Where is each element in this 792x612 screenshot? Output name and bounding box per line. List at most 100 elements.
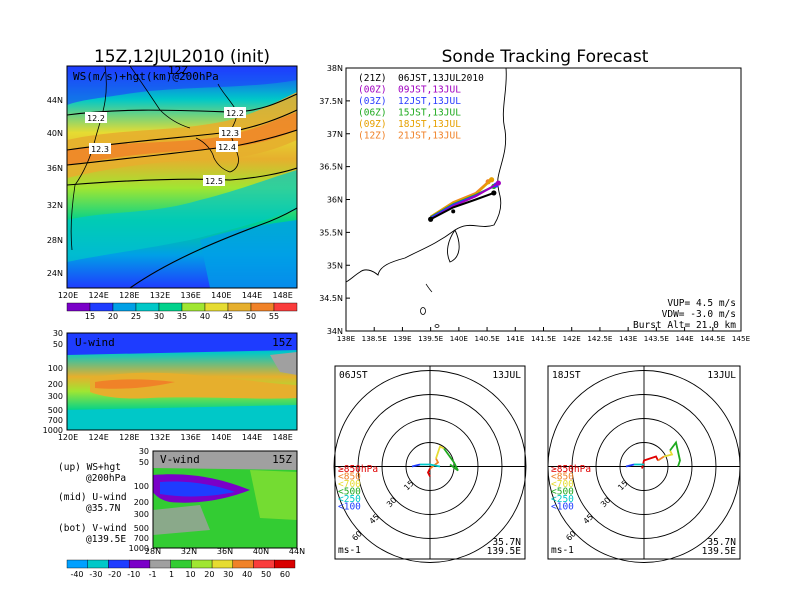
hodograph-date: 13JUL — [492, 370, 521, 381]
colorbar-swatch — [191, 559, 213, 569]
tracking-y-tick: 35.5N — [319, 228, 343, 237]
colorbar-swatch — [181, 302, 206, 312]
param-vup: VUP= 4.5 m/s — [667, 298, 736, 309]
u-y-tick: 30 — [53, 329, 63, 338]
map-y-tick: 24N — [47, 269, 63, 278]
legend-time: 21JST,13JUL — [398, 131, 461, 142]
note-line: (mid) U-wind — [58, 492, 127, 503]
colorbar-swatch — [170, 559, 192, 569]
tracking-x-tick: 144.5E — [700, 334, 726, 343]
colorbar-swatch — [66, 559, 88, 569]
legend-time: 09JST,13JUL — [398, 85, 461, 96]
hodograph-trace — [411, 463, 421, 468]
colorbar-label: -40 — [70, 570, 83, 579]
map-y-ticks: 44N 40N 36N 32N 28N 24N — [47, 96, 63, 278]
v-x-tick: 28N — [145, 547, 161, 556]
colorbar-label: 20 — [204, 570, 214, 579]
tracking-x-tick: 142.5E — [587, 334, 613, 343]
colorbar-label: 55 — [269, 312, 279, 321]
v-x-tick: 44N — [289, 547, 305, 556]
hodograph-trace — [426, 468, 431, 477]
colorbar-label: 15 — [85, 312, 95, 321]
u-x-tick: 148E — [273, 433, 293, 442]
map-x-ticks: 120E 124E 128E 132E 136E 140E 144E 148E — [58, 291, 293, 300]
colorbar-swatch — [128, 559, 151, 569]
colorbar-label: 30 — [154, 312, 164, 321]
tracking-y-tick: 34.5N — [319, 294, 343, 303]
note-line: (bot) V-wind — [58, 523, 127, 534]
track-end-point — [491, 190, 497, 196]
u-y-tick: 50 — [53, 340, 63, 349]
v-x-ticks: 28N 32N 36N 40N 44N — [145, 547, 305, 556]
tracking-x-tick: 139.5E — [418, 334, 444, 343]
map-overlay-label: 12Z — [168, 64, 188, 77]
colorbar-swatch — [253, 559, 275, 569]
wind-speed-colorbar: 15 20 25 30 35 40 45 50 55 — [66, 302, 298, 321]
map-y-tick: 28N — [47, 236, 63, 245]
tracking-y-ticks: 38N 37.5N 37N 36.5N 36N 35.5N 35N 34.5N 34N — [319, 64, 350, 336]
map-x-tick: 124E — [89, 291, 109, 300]
colorbar-swatch — [274, 559, 296, 569]
level-legend: <700 — [338, 479, 361, 490]
v-wind-section: V-wind 15Z — [152, 450, 298, 549]
u-x-tick: 136E — [181, 433, 201, 442]
note-line: @139.5E — [86, 534, 126, 545]
map-y-tick: 40N — [47, 129, 63, 138]
map-x-tick: 148E — [273, 291, 293, 300]
map-x-tick: 128E — [119, 291, 139, 300]
hodograph-lat: 35.7N — [492, 537, 521, 548]
hodograph-trace — [443, 447, 459, 472]
tracking-map — [345, 67, 742, 332]
tracking-x-tick: 143E — [619, 334, 638, 343]
tracking-x-tick: 142E — [563, 334, 582, 343]
tracking-x-tick: 141E — [506, 334, 525, 343]
colorbar-label: 1 — [169, 570, 174, 579]
v-y-tick: 300 — [134, 510, 149, 519]
colorbar-swatch — [108, 559, 130, 569]
map-x-tick: 120E — [58, 291, 78, 300]
tracking-x-tick: 143.5E — [644, 334, 670, 343]
tracking-x-tick: 139E — [393, 334, 412, 343]
colorbar-label: 50 — [246, 312, 256, 321]
tracking-x-tick: 138.5E — [362, 334, 388, 343]
tracking-x-tick: 140.5E — [475, 334, 501, 343]
wind-speed-map: 12.2 12.2 12.3 12.3 12.4 12.5 WS(m/s)+hg… — [66, 64, 298, 289]
hodograph-lat: 35.7N — [707, 537, 736, 548]
u-x-tick: 120E — [58, 433, 78, 442]
legend-zulu: (03Z) — [358, 96, 387, 107]
param-burst: Burst Alt= 21.0 km — [633, 320, 736, 331]
contour-label: 12.5 — [205, 177, 223, 186]
u-y-tick: 500 — [48, 406, 63, 415]
u-y-tick: 200 — [48, 380, 63, 389]
colorbar-label: -1 — [149, 570, 157, 579]
hodograph-trace — [657, 455, 665, 462]
tracking-y-tick: 34N — [327, 327, 343, 336]
level-legend: <500 — [338, 487, 361, 498]
colorbar-label: 50 — [261, 570, 271, 579]
track-marker — [451, 209, 456, 214]
map-y-tick: 44N — [47, 96, 63, 105]
hodograph-trace — [435, 445, 445, 459]
colorbar-swatch — [87, 559, 109, 569]
colorbar-swatch — [158, 302, 183, 312]
tracking-title: Sonde Tracking Forecast — [442, 47, 649, 67]
note-line: @35.7N — [86, 503, 121, 514]
u-x-ticks: 120E 124E 128E 132E 136E 140E 144E 148E — [58, 433, 293, 442]
colorbar-swatch — [211, 559, 234, 569]
contour-label: 12.2 — [226, 109, 244, 118]
v-y-tick: 100 — [134, 482, 149, 491]
panel-notes: (up) WS+hgt @200hPa (mid) U-wind @35.7N … — [58, 462, 127, 545]
tracking-x-tick: 145E — [732, 334, 751, 343]
level-legend: ≥850hPa — [338, 464, 378, 475]
contour-label: 12.3 — [91, 145, 109, 154]
colorbar-swatch — [250, 302, 275, 312]
hodograph-time: 18JST — [552, 370, 581, 381]
track-end-point — [495, 180, 501, 186]
legend-zulu: (06Z) — [358, 108, 387, 119]
u-y-tick: 1000 — [43, 426, 63, 435]
v-wind-colorbar: -40 -30 -20 -10 -1 1 10 20 30 40 50 60 — [66, 559, 296, 579]
hodograph-lon: 139.5E — [702, 546, 737, 557]
u-y-tick: 700 — [48, 416, 63, 425]
map-x-tick: 132E — [150, 291, 170, 300]
level-legend: ≥850hPa — [551, 464, 591, 475]
